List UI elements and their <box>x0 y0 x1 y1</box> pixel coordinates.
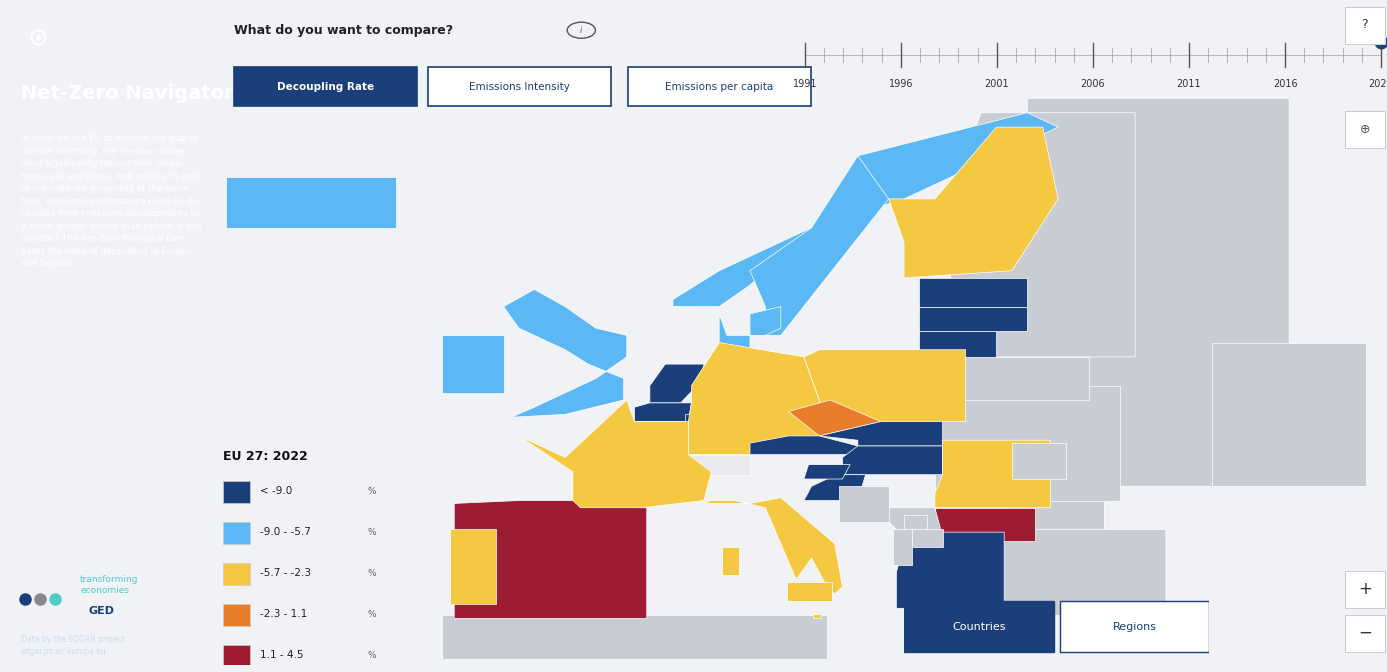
Polygon shape <box>950 113 1135 357</box>
Text: In order for the EU to achieve the goal of
climate neutrality, the member states: In order for the EU to achieve the goal … <box>21 134 204 268</box>
Polygon shape <box>1089 620 1128 638</box>
Text: %: % <box>368 528 376 537</box>
Text: Data by the EDGAR project
edgar.jrc.ec.europa.eu: Data by the EDGAR project edgar.jrc.ec.e… <box>21 635 125 656</box>
Polygon shape <box>935 386 1119 501</box>
FancyBboxPatch shape <box>1345 111 1384 148</box>
Polygon shape <box>935 508 1035 541</box>
Polygon shape <box>920 306 1028 331</box>
Text: < -9.0: < -9.0 <box>261 487 293 496</box>
Polygon shape <box>889 508 943 536</box>
Polygon shape <box>1212 343 1366 487</box>
Text: %: % <box>368 650 376 660</box>
Text: -2.3 - 1.1: -2.3 - 1.1 <box>261 610 308 620</box>
FancyBboxPatch shape <box>1060 601 1209 653</box>
FancyBboxPatch shape <box>234 67 416 106</box>
Text: EU 27: 2022: EU 27: 2022 <box>223 450 308 463</box>
Polygon shape <box>442 335 503 393</box>
Polygon shape <box>904 515 927 530</box>
Polygon shape <box>839 487 889 522</box>
Polygon shape <box>786 583 832 601</box>
Polygon shape <box>519 400 712 515</box>
Polygon shape <box>813 614 821 618</box>
Polygon shape <box>750 436 857 454</box>
Polygon shape <box>1013 443 1065 479</box>
Text: transforming
economies: transforming economies <box>80 575 139 595</box>
Polygon shape <box>688 454 750 474</box>
Text: 2011: 2011 <box>1176 79 1201 89</box>
Polygon shape <box>788 400 881 436</box>
Text: +: + <box>1358 581 1372 598</box>
Polygon shape <box>651 364 703 403</box>
Polygon shape <box>449 530 495 604</box>
Text: 2006: 2006 <box>1080 79 1105 89</box>
Text: %: % <box>368 487 376 496</box>
Polygon shape <box>820 421 943 446</box>
Polygon shape <box>950 357 1089 400</box>
Polygon shape <box>226 177 395 228</box>
FancyBboxPatch shape <box>429 67 610 106</box>
Polygon shape <box>454 501 646 618</box>
Text: 1996: 1996 <box>889 79 913 89</box>
Text: ⊕: ⊕ <box>1359 122 1370 136</box>
Text: ?: ? <box>1362 18 1368 32</box>
Text: -5.7 - -2.3: -5.7 - -2.3 <box>261 569 311 578</box>
Text: Regions: Regions <box>1112 622 1157 632</box>
Polygon shape <box>804 349 965 421</box>
Polygon shape <box>688 343 829 454</box>
Text: Decoupling Rate: Decoupling Rate <box>277 82 374 91</box>
Bar <box>223 481 250 503</box>
Bar <box>223 645 250 667</box>
Polygon shape <box>804 474 865 501</box>
Text: Emissions Intensity: Emissions Intensity <box>469 82 570 91</box>
Polygon shape <box>503 290 627 417</box>
Bar <box>223 522 250 544</box>
Text: Emissions per capita: Emissions per capita <box>666 82 774 91</box>
Text: %: % <box>368 610 376 619</box>
Polygon shape <box>996 98 1289 530</box>
Polygon shape <box>981 530 1166 616</box>
Text: Net-Zero Navigator: Net-Zero Navigator <box>21 84 233 103</box>
Polygon shape <box>920 331 996 357</box>
Polygon shape <box>911 530 943 546</box>
Polygon shape <box>842 446 943 474</box>
Polygon shape <box>634 403 692 421</box>
Polygon shape <box>685 415 696 423</box>
Polygon shape <box>703 498 842 594</box>
Text: What do you want to compare?: What do you want to compare? <box>234 24 454 36</box>
Bar <box>223 563 250 585</box>
FancyBboxPatch shape <box>628 67 810 106</box>
FancyBboxPatch shape <box>904 601 1054 653</box>
Text: 2016: 2016 <box>1273 79 1297 89</box>
Text: i: i <box>580 26 583 35</box>
Polygon shape <box>750 156 889 335</box>
FancyBboxPatch shape <box>1345 7 1384 44</box>
Text: 2021: 2021 <box>1369 79 1387 89</box>
FancyBboxPatch shape <box>1345 571 1384 608</box>
Bar <box>223 604 250 626</box>
Polygon shape <box>723 546 739 575</box>
Polygon shape <box>893 530 911 565</box>
Polygon shape <box>935 440 1050 508</box>
Text: 2001: 2001 <box>985 79 1010 89</box>
Text: −: − <box>1358 624 1372 642</box>
Text: 1991: 1991 <box>792 79 817 89</box>
Polygon shape <box>720 306 781 349</box>
Text: Countries: Countries <box>953 622 1006 632</box>
Polygon shape <box>804 464 850 479</box>
Text: -9.0 - -5.7: -9.0 - -5.7 <box>261 528 311 537</box>
Polygon shape <box>442 616 827 659</box>
Text: GED: GED <box>89 606 115 616</box>
Text: %: % <box>368 569 376 578</box>
Polygon shape <box>896 532 1004 608</box>
FancyBboxPatch shape <box>1345 615 1384 652</box>
Polygon shape <box>889 127 1058 278</box>
Polygon shape <box>920 278 1028 306</box>
Polygon shape <box>673 113 1058 306</box>
Text: 1.1 - 4.5: 1.1 - 4.5 <box>261 650 304 661</box>
